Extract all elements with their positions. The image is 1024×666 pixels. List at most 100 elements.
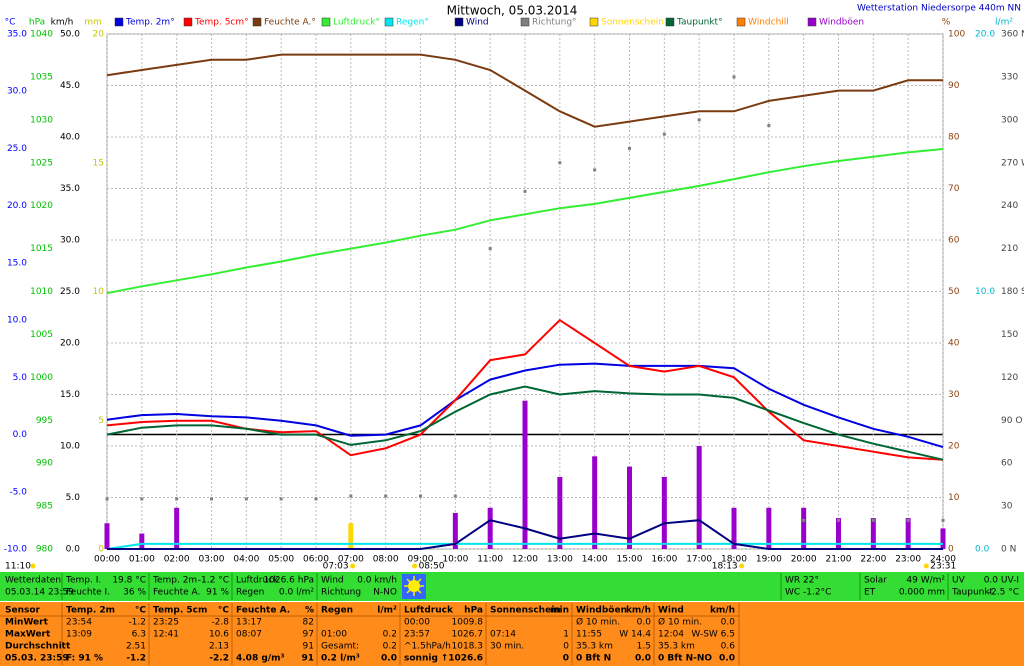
- cell-value: °C: [218, 606, 230, 616]
- y-tick-label: 20.0: [60, 339, 80, 349]
- y-tick-label: 35.0: [7, 30, 27, 40]
- direction-point: [349, 494, 353, 498]
- cell-label: Feuchte A.: [236, 606, 290, 616]
- direction-point: [384, 494, 388, 498]
- cell-value: 1018.3: [452, 642, 484, 652]
- series-bar: [487, 507, 493, 549]
- cell: WR 22°: [785, 576, 819, 586]
- cell: Solar 49 W/m²: [864, 576, 945, 586]
- direction-point: [628, 146, 631, 150]
- cell-value: 10.6: [209, 630, 229, 640]
- cell-value: -2.8: [211, 618, 229, 628]
- cell-label: Temp. 5cm: [153, 606, 207, 616]
- y-tick-label: 60: [948, 236, 960, 246]
- y-tick-label: 80: [948, 133, 960, 143]
- x-tick-label: 01:00: [129, 555, 155, 565]
- y-tick-label: 180 S: [1001, 287, 1024, 297]
- cell-value: 0.0: [381, 654, 397, 664]
- cell: Feuchte A. 91 %: [153, 588, 229, 598]
- cell-value: 91: [301, 654, 314, 664]
- cell-label: Richtung: [321, 588, 361, 598]
- direction-point: [210, 497, 213, 501]
- y-tick-label: 10.0: [60, 442, 80, 452]
- cell-label: ^1.5hPa/h: [404, 642, 451, 652]
- cell-value: 0.6: [721, 642, 736, 652]
- cell-label: 11:55: [576, 630, 602, 640]
- legend-swatch: [520, 17, 530, 27]
- series-bar: [940, 528, 946, 549]
- y-tick-label: 1005: [30, 330, 53, 340]
- x-tick-label: 02:00: [164, 555, 190, 565]
- y-tick-label: 1000: [30, 373, 53, 383]
- cell: sonnig ↑1026.6: [404, 654, 483, 664]
- cell: 08:07 97: [236, 630, 314, 640]
- cell-value: -1.2: [126, 654, 146, 664]
- series-bar: [592, 456, 598, 549]
- cell: ^1.5hPa/h 1018.3: [404, 642, 483, 652]
- cell-value: l/m²: [377, 606, 397, 616]
- y-tick-label: 0: [98, 545, 104, 555]
- cell: 13:17 82: [236, 618, 314, 628]
- cell-label: 05.03. 23:59: [5, 654, 69, 664]
- cell-label: Luftdruck: [404, 606, 454, 616]
- cell-value: -1.2: [128, 618, 146, 628]
- direction-point: [314, 497, 318, 501]
- cell-label: MaxWert: [5, 630, 51, 640]
- y-tick-label: 50: [948, 287, 960, 297]
- legend-swatch: [384, 17, 394, 27]
- cell-value: 0.0: [721, 618, 736, 628]
- series-line: [106, 385, 944, 461]
- y-tick-label: 30.0: [7, 87, 27, 97]
- cell-label: 4.08 g/m³: [236, 654, 284, 664]
- sun-time: 23:31: [930, 562, 956, 572]
- x-tick-label: 24:00: [930, 555, 956, 565]
- y-tick-label: 45.0: [60, 81, 80, 91]
- y-tick-label: -5.0: [9, 487, 27, 497]
- sun-marker: [350, 563, 356, 569]
- cell: Ø 10 min. 0.0: [576, 617, 651, 628]
- legend-swatch: [736, 17, 746, 27]
- y-tick-label: 30.0: [60, 236, 80, 246]
- axis-unit: km/h: [51, 18, 74, 28]
- cell: 0.2 l/m³ 0.0: [321, 654, 397, 664]
- cell-label: 12:04: [658, 630, 684, 640]
- cell-label: 00:00: [404, 618, 430, 628]
- cell: MaxWert: [5, 630, 51, 640]
- cell-label: 13:09: [66, 630, 92, 640]
- cell: Gesamt: 0.2: [321, 642, 397, 652]
- y-tick-label: 90: [948, 81, 960, 91]
- y-tick-label: 20: [948, 442, 960, 452]
- cell-label: Temp. I.: [65, 576, 101, 586]
- series-bar: [104, 523, 110, 549]
- cell-label: WR 22°: [785, 576, 819, 586]
- y-tick-label: 210: [1001, 244, 1018, 254]
- status-bar: [0, 572, 1024, 601]
- cell: Sensor: [5, 606, 41, 616]
- series-bar: [836, 518, 841, 549]
- x-tick-label: 05:00: [268, 555, 294, 565]
- cell-value: °C: [135, 606, 147, 616]
- sun-time: 18:13: [712, 562, 738, 572]
- cell-value: %: [305, 606, 314, 616]
- y-tick-label: 30: [1001, 502, 1013, 512]
- y-tick-label: 1030: [30, 115, 53, 125]
- legend-label: Temp. 5cm°: [194, 18, 249, 28]
- direction-point: [802, 518, 806, 522]
- x-tick-label: 12:00: [512, 555, 538, 565]
- cell-label: 0 Bft N: [576, 654, 611, 664]
- cell-value: -2.5 °C: [988, 588, 1019, 598]
- cell: 2.51: [126, 642, 146, 652]
- y-tick-label: 330: [1001, 72, 1018, 82]
- cell-label: Wind: [658, 606, 684, 616]
- cell: Temp. 5cm °C: [153, 606, 229, 616]
- legend-swatch: [252, 17, 262, 27]
- series-bar: [348, 523, 354, 549]
- cell-label: MinWert: [5, 618, 49, 628]
- series-bar: [870, 518, 876, 549]
- x-tick-label: 14:00: [582, 555, 608, 565]
- cell-label: Ø 10 min.: [576, 617, 620, 628]
- sun-marker: [923, 563, 929, 569]
- cell-value: 1: [563, 630, 569, 640]
- cell-value: 2.51: [126, 642, 146, 652]
- y-tick-label: 1015: [30, 244, 53, 254]
